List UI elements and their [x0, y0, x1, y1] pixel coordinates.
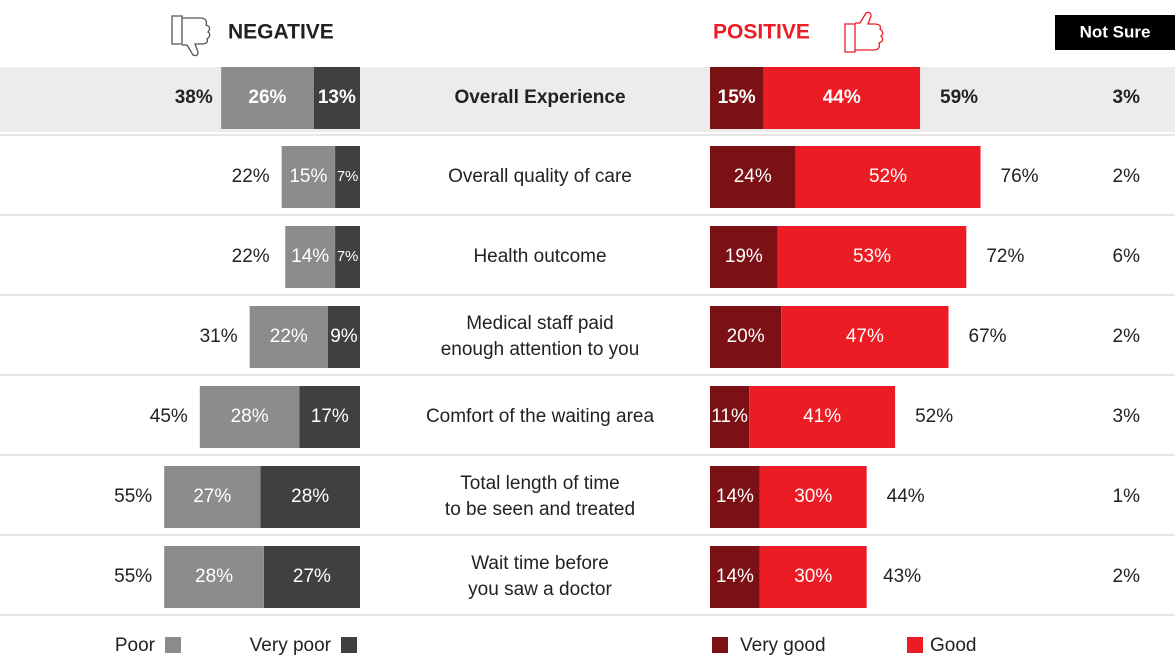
- segment-label: 14%: [291, 246, 329, 267]
- segment-label: 14%: [716, 566, 754, 587]
- positive-total: 59%: [940, 87, 978, 108]
- negative-header: NEGATIVE: [228, 21, 334, 44]
- segment-label: 9%: [330, 326, 358, 347]
- segment-label: 15%: [289, 166, 327, 187]
- segment-label: 22%: [270, 326, 308, 347]
- segment-label: 47%: [846, 326, 884, 347]
- not-sure-value: 2%: [1113, 566, 1141, 587]
- segment-label: 7%: [337, 168, 359, 185]
- negative-total: 45%: [150, 406, 188, 427]
- negative-total: 55%: [114, 486, 152, 507]
- segment-label: 27%: [193, 486, 231, 507]
- segment-label: 53%: [853, 246, 891, 267]
- positive-total: 44%: [887, 486, 925, 507]
- category-label: Wait time before: [471, 553, 609, 574]
- segment-label: 28%: [231, 406, 269, 427]
- negative-total: 38%: [175, 87, 213, 108]
- thumbs-down-icon: [172, 16, 210, 56]
- legend-label: Good: [930, 635, 976, 656]
- not-sure-value: 1%: [1113, 486, 1141, 507]
- page: {"chart_data": { "type": "diverging_bar"…: [0, 0, 1175, 658]
- negative-total: 22%: [232, 166, 270, 187]
- not-sure-value: 2%: [1113, 166, 1141, 187]
- not-sure-value: 3%: [1113, 406, 1141, 427]
- segment-label: 44%: [823, 87, 861, 108]
- positive-total: 72%: [986, 246, 1024, 267]
- segment-label: 13%: [318, 87, 356, 108]
- segment-label: 27%: [293, 566, 331, 587]
- category-label: Overall Experience: [454, 87, 625, 108]
- category-label: you saw a doctor: [468, 579, 612, 600]
- segment-label: 28%: [291, 486, 329, 507]
- segment-label: 30%: [794, 566, 832, 587]
- not-sure-value: 2%: [1113, 326, 1141, 347]
- segment-label: 15%: [718, 87, 756, 108]
- positive-total: 76%: [1001, 166, 1039, 187]
- category-label: Comfort of the waiting area: [426, 406, 655, 427]
- legend-swatch: [712, 637, 728, 653]
- segment-label: 28%: [195, 566, 233, 587]
- segment-label: 52%: [869, 166, 907, 187]
- thumbs-up-icon: [845, 12, 883, 52]
- segment-label: 7%: [337, 248, 359, 265]
- not-sure-value: 6%: [1113, 246, 1141, 267]
- legend-label: Very good: [740, 635, 826, 656]
- segment-label: 30%: [794, 486, 832, 507]
- category-label: Total length of time: [460, 473, 619, 494]
- legend-swatch: [165, 637, 181, 653]
- negative-total: 22%: [232, 246, 270, 267]
- segment-label: 20%: [727, 326, 765, 347]
- negative-total: 31%: [200, 326, 238, 347]
- legend-swatch: [907, 637, 923, 653]
- not-sure-header: Not Sure: [1080, 22, 1151, 41]
- category-label: enough attention to you: [441, 339, 640, 360]
- positive-total: 67%: [969, 326, 1007, 347]
- not-sure-value: 3%: [1113, 87, 1141, 108]
- segment-label: 26%: [248, 87, 286, 108]
- segment-label: 11%: [711, 406, 748, 427]
- chart: NEGATIVE POSITIVE Not Sure Overall Exper…: [0, 0, 1175, 658]
- positive-total: 43%: [883, 566, 921, 587]
- legend-swatch: [341, 637, 357, 653]
- category-label: Health outcome: [473, 246, 606, 267]
- legend-label: Very poor: [250, 635, 332, 656]
- positive-header: POSITIVE: [713, 21, 810, 44]
- segment-label: 17%: [311, 406, 349, 427]
- legend-label: Poor: [115, 635, 156, 656]
- segment-label: 24%: [734, 166, 772, 187]
- category-label: to be seen and treated: [445, 499, 635, 520]
- negative-total: 55%: [114, 566, 152, 587]
- segment-label: 19%: [725, 246, 763, 267]
- category-label: Overall quality of care: [448, 166, 632, 187]
- segment-label: 41%: [803, 406, 841, 427]
- category-label: Medical staff paid: [466, 313, 614, 334]
- positive-total: 52%: [915, 406, 953, 427]
- segment-label: 14%: [716, 486, 754, 507]
